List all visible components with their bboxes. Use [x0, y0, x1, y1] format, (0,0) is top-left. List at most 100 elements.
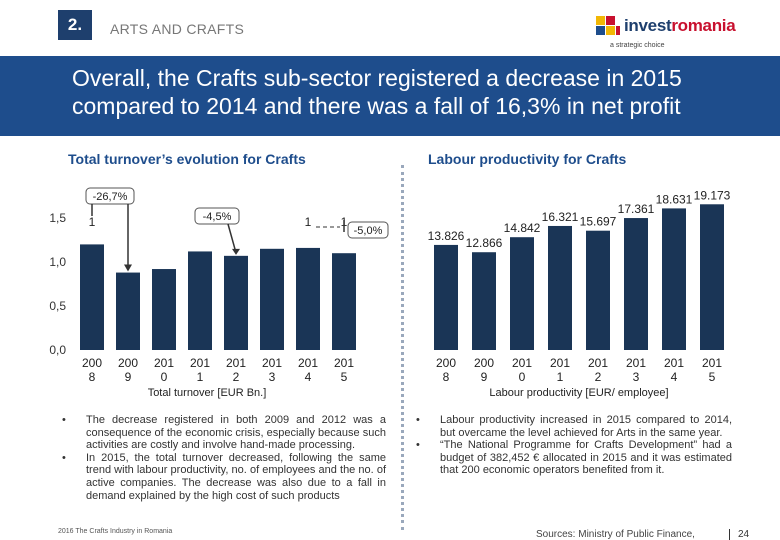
headline-text: Overall, the Crafts sub-sector registere… — [72, 65, 682, 119]
annotation-box — [347, 221, 389, 239]
productivity-x-tick: 201 — [512, 356, 532, 370]
productivity-x-tick: 201 — [626, 356, 646, 370]
productivity-x-tick-2: 2 — [595, 370, 602, 384]
productivity-x-tick-2: 8 — [443, 370, 450, 384]
turnover-x-tick: 201 — [226, 356, 246, 370]
productivity-data-label: 12.866 — [466, 236, 503, 250]
annotation-decline-2012: -4,5% — [203, 211, 232, 223]
productivity-x-tick-2: 9 — [481, 370, 488, 384]
turnover-x-tick: 200 — [118, 356, 138, 370]
annotation-decline-2009: -26,7% — [93, 191, 128, 203]
turnover-bar — [116, 272, 140, 350]
left-panel-title: Total turnover’s evolution for Crafts — [68, 151, 306, 167]
turnover-y-tick: 0,0 — [49, 343, 66, 357]
turnover-bar — [224, 255, 248, 350]
annotation-arrowhead — [232, 248, 240, 255]
footer-note: 2016 The Crafts Industry in Romania — [58, 528, 173, 535]
annotation-arrow — [227, 223, 237, 254]
turnover-bar — [152, 269, 176, 350]
turnover-y-axis: 0,0 0,5 1,0 1,5 — [49, 211, 66, 357]
turnover-x-tick-2: 4 — [305, 370, 312, 384]
turnover-bar — [296, 247, 320, 350]
turnover-annotations: -26,7% -4,5% -5,0% — [85, 187, 389, 272]
turnover-bar — [260, 248, 284, 350]
turnover-x-tick-2: 0 — [161, 370, 168, 384]
productivity-x-tick-2: 4 — [671, 370, 678, 384]
annotation-box — [194, 207, 240, 225]
productivity-bar — [472, 252, 496, 350]
turnover-x-tick: 201 — [154, 356, 174, 370]
productivity-bar — [700, 204, 724, 350]
productivity-data-label: 16.321 — [542, 210, 579, 224]
productivity-x-tick-2: 3 — [633, 370, 640, 384]
turnover-x-tick-2: 9 — [125, 370, 132, 384]
productivity-x-tick: 201 — [550, 356, 570, 370]
right-panel-title: Labour productivity for Crafts — [428, 151, 627, 167]
investromania-logo: investromania a strategic choice — [596, 14, 776, 54]
productivity-bars — [434, 204, 724, 350]
turnover-data-label: 1 — [305, 215, 312, 229]
productivity-data-label: 15.697 — [580, 215, 617, 229]
productivity-x-tick: 201 — [664, 356, 684, 370]
logo-mark-icon — [596, 16, 620, 40]
productivity-bar — [548, 225, 572, 350]
productivity-x-tick: 200 — [436, 356, 456, 370]
headline-banner: Overall, the Crafts sub-sector registere… — [0, 56, 780, 136]
productivity-x-tick-2: 5 — [709, 370, 716, 384]
turnover-x-label: Total turnover [EUR Bn.] — [148, 387, 267, 399]
productivity-bar — [586, 230, 610, 350]
turnover-x-tick-2: 2 — [233, 370, 240, 384]
productivity-bar — [510, 237, 534, 350]
turnover-y-tick: 1,5 — [49, 211, 66, 225]
productivity-x-tick-2: 0 — [519, 370, 526, 384]
turnover-bar — [332, 253, 356, 350]
logo-wordmark: investromania — [624, 16, 736, 35]
productivity-x-tick-2: 1 — [557, 370, 564, 384]
annotation-box — [85, 187, 135, 205]
turnover-bars — [80, 244, 356, 350]
turnover-x-tick-2: 1 — [197, 370, 204, 384]
annotation-arrowhead — [124, 264, 132, 272]
right-bullet-1: Labour productivity increased in 2015 co… — [414, 414, 732, 439]
turnover-bar — [188, 251, 212, 350]
productivity-data-label: 13.826 — [428, 229, 465, 243]
turnover-x-tick-2: 5 — [341, 370, 348, 384]
productivity-data-label: 19.173 — [694, 188, 731, 202]
page-number: 24 — [738, 529, 750, 540]
productivity-data-label: 18.631 — [656, 192, 693, 206]
turnover-x-tick-2: 3 — [269, 370, 276, 384]
turnover-x-tick: 201 — [190, 356, 210, 370]
turnover-bar — [80, 244, 104, 350]
left-bullet-1: The decrease registered in both 2009 and… — [60, 414, 386, 452]
turnover-chart: 0,00,51,01,5 111 -26,7%-4,5%-5,0% 200820… — [49, 187, 389, 399]
productivity-data-label: 17.361 — [618, 202, 655, 216]
turnover-data-label: 1 — [89, 215, 96, 229]
footer-separator — [729, 529, 730, 540]
turnover-x-tick: 201 — [334, 356, 354, 370]
footer-sources: Sources: Ministry of Public Finance, — [536, 529, 695, 540]
right-bullet-2: “The National Programme for Crafts Devel… — [414, 439, 732, 477]
productivity-bar — [662, 208, 686, 350]
left-bullet-list: The decrease registered in both 2009 and… — [60, 414, 386, 502]
productivity-x-tick: 201 — [702, 356, 722, 370]
turnover-x-tick: 200 — [82, 356, 102, 370]
productivity-x-tick: 200 — [474, 356, 494, 370]
productivity-x-label: Labour productivity [EUR/ employee] — [489, 387, 668, 399]
section-number-badge: 2. — [58, 10, 92, 40]
right-bullet-list: Labour productivity increased in 2015 co… — [414, 414, 732, 477]
turnover-x-tick-2: 8 — [89, 370, 96, 384]
turnover-y-tick: 0,5 — [49, 299, 66, 313]
productivity-data-label: 14.842 — [504, 221, 541, 235]
productivity-bar — [624, 218, 648, 350]
productivity-x-tick: 201 — [588, 356, 608, 370]
turnover-x-tick: 201 — [298, 356, 318, 370]
turnover-y-tick: 1,0 — [49, 255, 66, 269]
panel-divider — [401, 165, 404, 530]
section-title: ARTS AND CRAFTS — [110, 21, 245, 37]
logo-tagline: a strategic choice — [610, 42, 665, 49]
productivity-bar — [434, 244, 458, 350]
